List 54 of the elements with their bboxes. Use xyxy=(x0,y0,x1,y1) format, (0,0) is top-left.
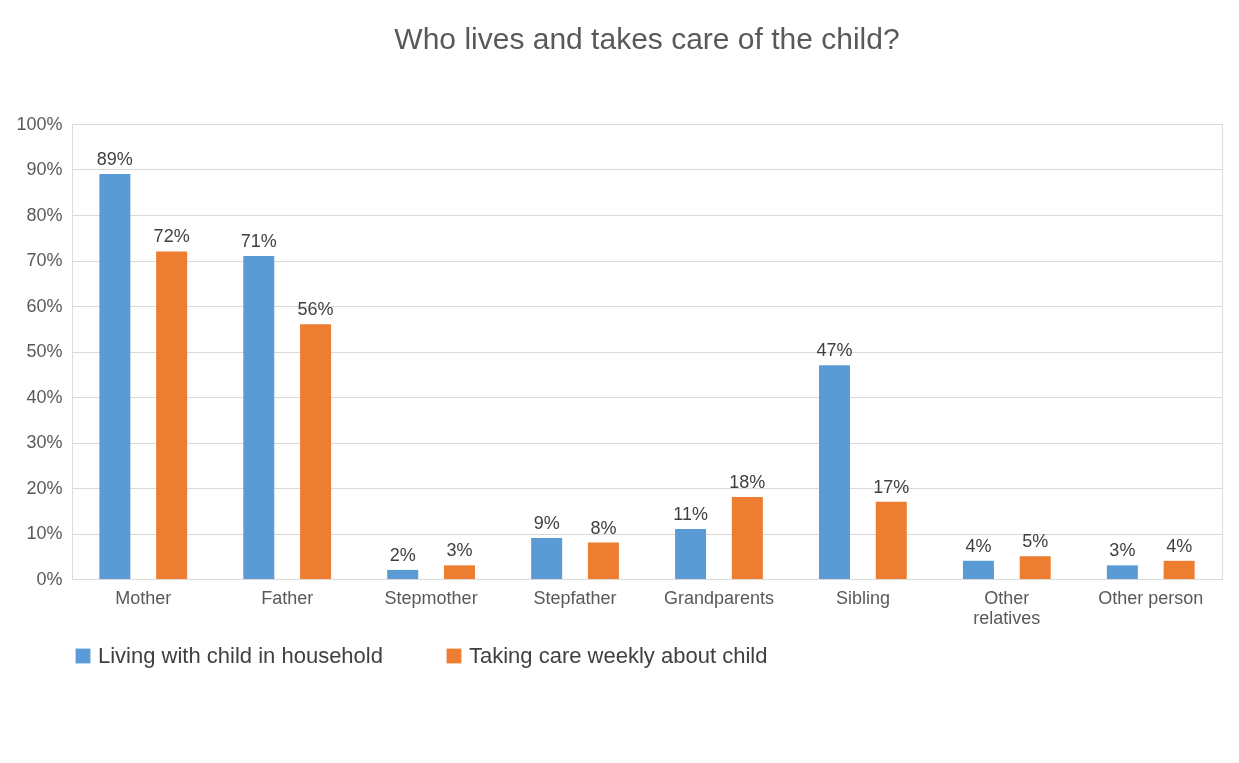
y-tick-label: 70% xyxy=(26,250,63,270)
data-label: 4% xyxy=(965,535,992,556)
y-tick-label: 100% xyxy=(16,113,63,134)
y-tick-label: 30% xyxy=(26,432,63,452)
y-tick-label: 20% xyxy=(26,477,63,498)
data-label: 56% xyxy=(297,299,334,320)
data-label: 4% xyxy=(1166,535,1193,556)
y-tick-label: 0% xyxy=(36,568,63,589)
x-tick-label: Stepmother xyxy=(384,587,478,608)
y-tick-label: 40% xyxy=(26,386,63,407)
y-tick-label: 50% xyxy=(26,341,63,361)
data-label: 3% xyxy=(446,540,473,561)
legend-label: Living with child in household xyxy=(98,643,383,668)
x-tick-label: Father xyxy=(261,587,314,608)
x-tick-label: Sibling xyxy=(835,587,890,608)
y-tick-label: 90% xyxy=(26,159,63,179)
data-label: 72% xyxy=(153,226,190,247)
y-tick-label: 60% xyxy=(26,295,63,316)
bar xyxy=(731,497,763,579)
x-tick-label: Mother xyxy=(115,587,172,608)
bar xyxy=(387,569,419,579)
data-label: 18% xyxy=(729,472,766,493)
bar xyxy=(962,560,994,579)
x-tick-label: Grandparents xyxy=(663,587,774,608)
x-tick-label: Stepfather xyxy=(533,587,617,608)
y-tick-label: 10% xyxy=(26,523,63,543)
data-label: 17% xyxy=(873,476,910,497)
legend-label: Taking care weekly about child xyxy=(469,643,768,668)
bar xyxy=(819,365,851,579)
data-label: 11% xyxy=(673,503,708,524)
data-label: 71% xyxy=(240,230,277,251)
data-label: 3% xyxy=(1109,540,1136,561)
data-label: 47% xyxy=(816,340,853,361)
bar xyxy=(1106,565,1138,579)
data-label: 89% xyxy=(96,149,133,170)
bar xyxy=(1163,560,1195,579)
bar xyxy=(587,542,619,579)
x-tick-label: Other relatives xyxy=(973,587,1041,628)
data-label: 5% xyxy=(1022,531,1049,552)
bar xyxy=(243,255,275,579)
bar xyxy=(156,251,188,579)
y-tick-label: 80% xyxy=(26,204,63,225)
bar xyxy=(1019,556,1051,579)
data-label: 2% xyxy=(389,544,416,565)
bar xyxy=(675,528,707,579)
bar xyxy=(875,501,907,579)
data-label: 9% xyxy=(533,513,560,534)
data-label: 8% xyxy=(590,517,617,538)
bar xyxy=(300,324,332,579)
bar xyxy=(443,565,475,579)
chart-title: Who lives and takes care of the child? xyxy=(394,22,900,55)
x-tick-label: Other person xyxy=(1098,587,1204,608)
bar xyxy=(99,174,131,579)
bar xyxy=(531,538,563,579)
